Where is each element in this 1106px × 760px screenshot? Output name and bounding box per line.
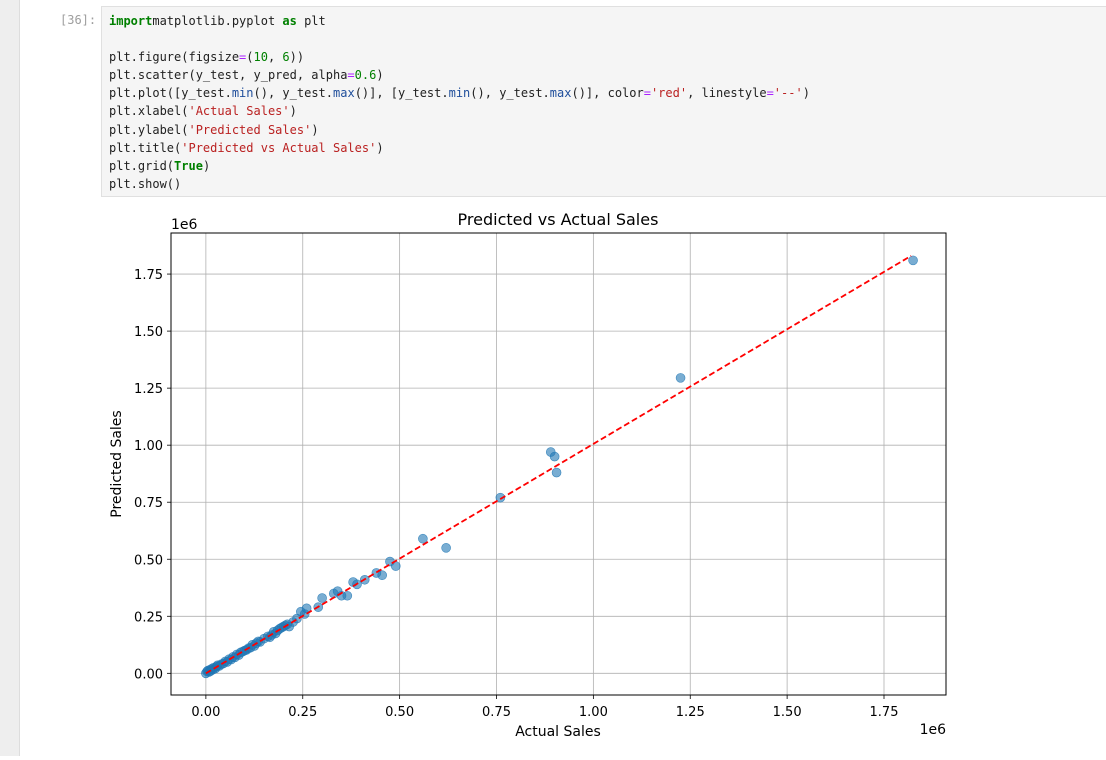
data-point (342, 590, 353, 601)
code-text[interactable]: importmatplotlib.pyplot as plt plt.figur… (109, 12, 810, 193)
cell-output: 0.00 0.25 0.50 0.75 1.00 1.25 1.50 1.75 0.00 0.25… (20, 200, 1106, 756)
reference-line-layer (205, 255, 912, 675)
y-tick-label: 0.50 (134, 553, 163, 568)
code-editor[interactable]: importmatplotlib.pyplot as plt plt.figur… (101, 6, 1106, 197)
x-tick-label: 1.25 (676, 705, 705, 720)
y-tick-label: 0.00 (134, 667, 163, 682)
axis-ticks: 0.00 0.25 0.50 0.75 1.00 1.25 1.50 1.75 0.00 0.25… (134, 268, 898, 720)
x-tick-label: 1.00 (579, 705, 608, 720)
execution-count: [36]: (60, 13, 97, 27)
code-line: plt.plot([y_test.min(), y_test.max()], [… (109, 86, 810, 101)
reference-line (205, 255, 912, 675)
code-line: plt.xlabel('Actual Sales') (109, 104, 297, 119)
code-line: plt.show() (109, 176, 182, 191)
x-tick-label: 0.50 (385, 705, 414, 720)
y-axis-label: Predicted Sales (109, 410, 125, 517)
data-point (675, 373, 686, 383)
code-line: plt.ylabel('Predicted Sales') (109, 122, 319, 137)
plot-frame (170, 232, 947, 696)
code-line: plt.title('Predicted vs Actual Sales') (109, 140, 384, 155)
data-point (551, 467, 562, 478)
x-offset-label: 1e6 (920, 722, 947, 738)
y-offset-label: 1e6 (171, 217, 198, 233)
data-point (317, 593, 327, 603)
x-tick-label: 0.00 (191, 705, 220, 720)
x-axis-label: Actual Sales (515, 724, 601, 740)
x-tick-label: 1.50 (773, 705, 802, 720)
x-tick-label: 1.75 (870, 705, 899, 720)
y-tick-label: 1.75 (134, 268, 163, 283)
x-tick-label: 0.25 (288, 705, 317, 720)
x-tick-label: 0.75 (482, 705, 511, 720)
y-tick-label: 0.75 (134, 496, 163, 511)
y-tick-label: 1.25 (134, 382, 163, 397)
chart-title: Predicted vs Actual Sales (458, 210, 659, 229)
notebook-left-gutter (0, 0, 20, 756)
code-line: plt.figure(figsize=(10, 6)) (109, 50, 305, 65)
code-line: importmatplotlib.pyplot as plt (109, 14, 326, 28)
data-point (495, 492, 506, 503)
data-point (549, 451, 560, 462)
data-point (418, 533, 428, 544)
code-line: plt.grid(True) (109, 158, 211, 173)
y-tick-label: 0.25 (134, 610, 163, 625)
y-tick-label: 1.00 (134, 439, 163, 454)
y-tick-label: 1.50 (134, 325, 163, 340)
scatter-chart: 0.00 0.25 0.50 0.75 1.00 1.25 1.50 1.75 0.00 0.25… (109, 210, 947, 740)
notebook-cell[interactable]: [36]: importmatplotlib.pyplot as plt plt… (20, 0, 1106, 756)
data-point (908, 255, 918, 266)
data-point (377, 570, 387, 581)
code-line: plt.scatter(y_test, y_pred, alpha=0.6) (109, 68, 384, 83)
data-point (441, 543, 451, 553)
